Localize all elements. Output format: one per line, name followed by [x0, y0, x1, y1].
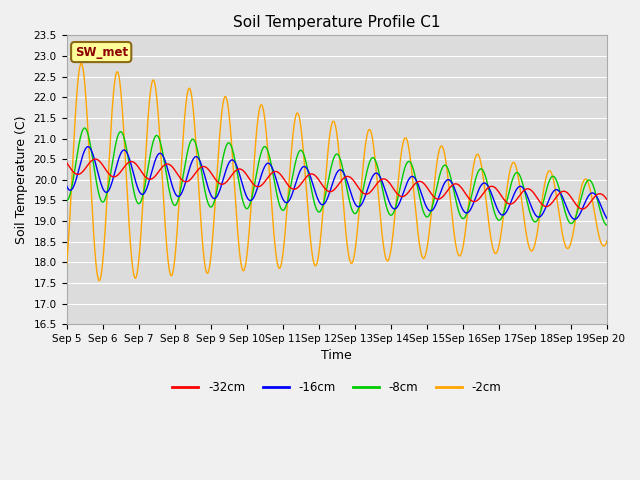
Legend: -32cm, -16cm, -8cm, -2cm: -32cm, -16cm, -8cm, -2cm — [168, 377, 506, 399]
Y-axis label: Soil Temperature (C): Soil Temperature (C) — [15, 116, 28, 244]
Title: Soil Temperature Profile C1: Soil Temperature Profile C1 — [233, 15, 440, 30]
X-axis label: Time: Time — [321, 349, 352, 362]
Text: SW_met: SW_met — [75, 46, 128, 59]
